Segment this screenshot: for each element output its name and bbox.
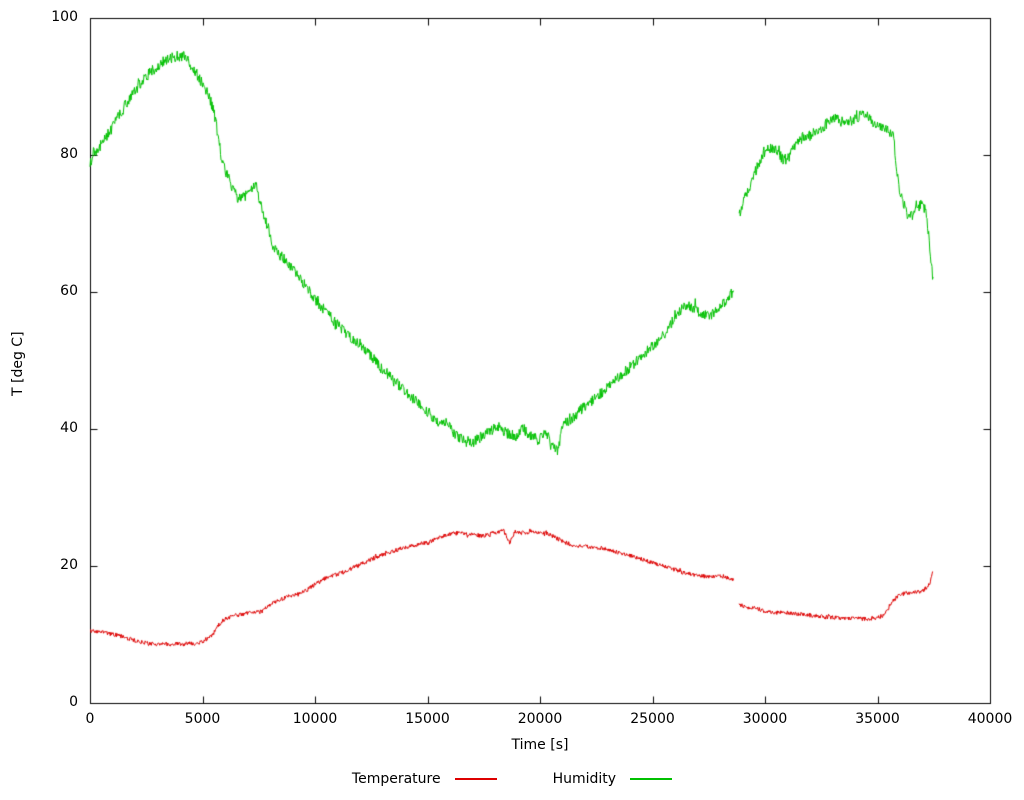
legend: Temperature Humidity bbox=[0, 771, 1024, 787]
x-tick-label: 25000 bbox=[630, 711, 675, 727]
legend-entry: Temperature bbox=[352, 771, 497, 787]
legend-line-sample bbox=[454, 778, 497, 780]
y-tick-label: 60 bbox=[60, 283, 78, 299]
x-tick-label: 0 bbox=[85, 711, 95, 727]
y-tick-label: 0 bbox=[69, 694, 78, 710]
legend-entry: Humidity bbox=[552, 771, 673, 787]
x-tick-label: 35000 bbox=[855, 711, 900, 727]
y-tick-label: 40 bbox=[60, 420, 78, 436]
x-tick-label: 40000 bbox=[967, 711, 1013, 727]
x-tick-label: 15000 bbox=[405, 711, 450, 727]
x-axis-title: Time [s] bbox=[511, 737, 569, 753]
x-tick-label: 10000 bbox=[292, 711, 338, 727]
y-axis-title: T [deg C] bbox=[10, 331, 26, 396]
legend-line-sample bbox=[630, 778, 673, 780]
y-tick-label: 100 bbox=[51, 9, 78, 25]
x-tick-label: 5000 bbox=[184, 711, 221, 727]
legend-label: Temperature bbox=[351, 771, 441, 787]
y-tick-label: 20 bbox=[60, 557, 78, 573]
legend-label: Humidity bbox=[552, 771, 617, 787]
y-tick-label: 80 bbox=[60, 146, 78, 162]
x-tick-label: 20000 bbox=[517, 711, 563, 727]
x-tick-label: 30000 bbox=[742, 711, 788, 727]
